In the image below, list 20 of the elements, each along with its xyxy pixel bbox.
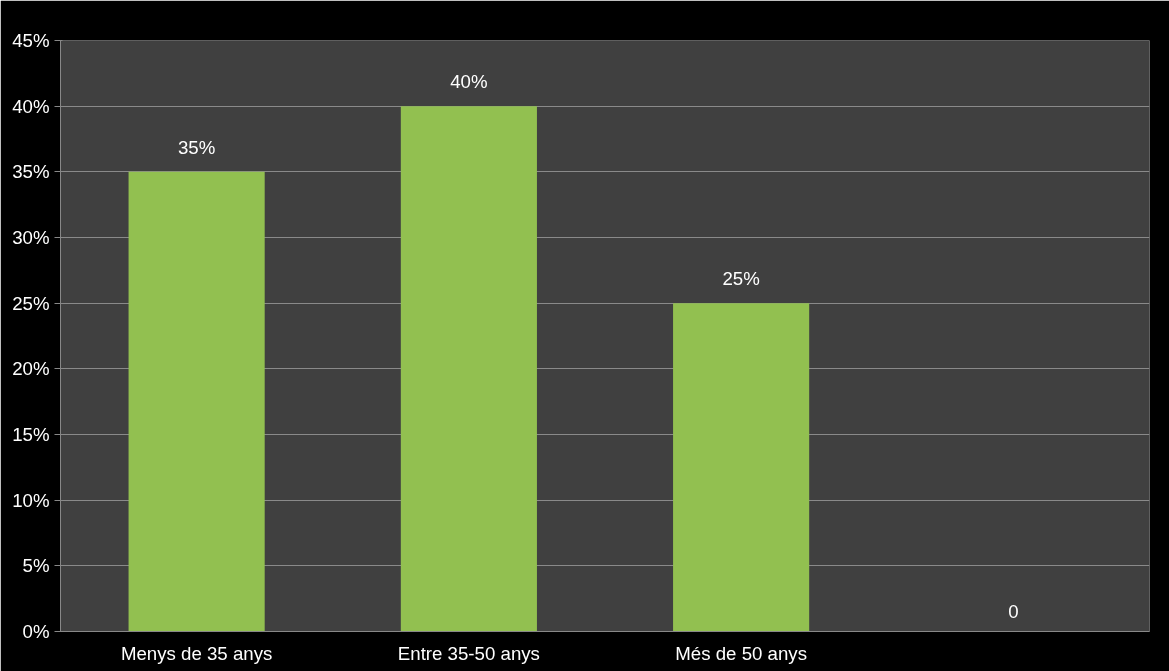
x-tick-label: Menys de 35 anys <box>120 642 273 664</box>
y-tick-label: 25% <box>12 292 50 314</box>
data-label: 0 <box>1008 600 1019 622</box>
y-tick-label: 45% <box>12 30 50 51</box>
bar <box>128 171 265 632</box>
y-tick-label: 40% <box>12 95 50 117</box>
data-label: 40% <box>450 71 488 93</box>
x-tick-label: Més de 50 anys <box>675 642 807 664</box>
data-label: 25% <box>722 268 760 290</box>
y-tick-label: 30% <box>12 227 50 248</box>
y-tick-label: 35% <box>12 161 50 183</box>
bar <box>400 106 537 632</box>
bar <box>673 303 810 632</box>
y-tick-label: 10% <box>12 489 50 511</box>
y-tick-label: 5% <box>22 555 50 577</box>
x-tick-label: Entre 35-50 anys <box>397 642 540 664</box>
y-tick-label: 20% <box>12 358 50 380</box>
y-tick-label: 0% <box>22 621 50 642</box>
y-tick-label: 15% <box>12 424 50 445</box>
data-label: 35% <box>177 136 216 158</box>
